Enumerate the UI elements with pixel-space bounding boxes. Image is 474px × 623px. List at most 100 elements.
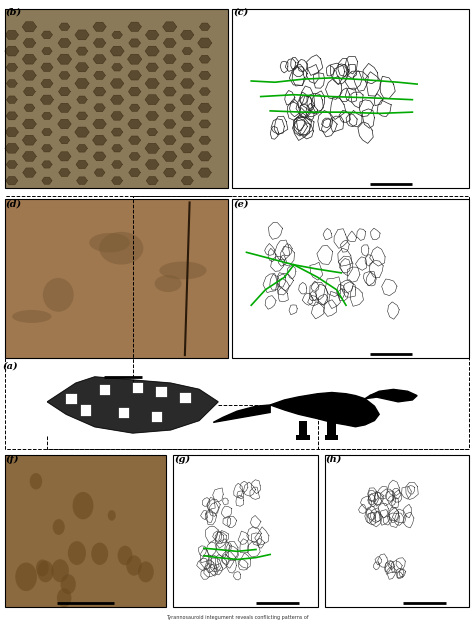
Polygon shape: [129, 39, 140, 47]
Polygon shape: [22, 54, 36, 64]
Ellipse shape: [155, 275, 182, 292]
Polygon shape: [40, 95, 54, 104]
Circle shape: [126, 555, 142, 576]
Polygon shape: [181, 78, 194, 88]
Polygon shape: [164, 120, 176, 128]
Polygon shape: [164, 136, 176, 145]
Bar: [118, 407, 129, 418]
Polygon shape: [110, 46, 124, 56]
Polygon shape: [75, 78, 89, 88]
Ellipse shape: [89, 233, 130, 252]
Bar: [155, 386, 167, 397]
Bar: [5, 455, 166, 607]
Polygon shape: [163, 39, 176, 47]
Text: (h): (h): [326, 455, 342, 464]
Circle shape: [37, 561, 54, 583]
Polygon shape: [75, 30, 89, 40]
Polygon shape: [111, 112, 123, 120]
Bar: [232, 9, 469, 188]
Circle shape: [138, 561, 154, 583]
Text: (e): (e): [233, 199, 249, 208]
Polygon shape: [181, 63, 193, 72]
Polygon shape: [59, 136, 70, 144]
Polygon shape: [112, 161, 122, 168]
Bar: [5, 9, 228, 188]
Polygon shape: [145, 78, 159, 88]
Bar: [5, 455, 166, 607]
Polygon shape: [58, 87, 71, 96]
Polygon shape: [58, 39, 71, 47]
Polygon shape: [5, 143, 19, 153]
Polygon shape: [75, 63, 89, 72]
Polygon shape: [59, 72, 70, 79]
Polygon shape: [6, 112, 18, 120]
Polygon shape: [6, 64, 18, 71]
Polygon shape: [365, 392, 384, 399]
Circle shape: [61, 574, 76, 594]
Polygon shape: [94, 104, 105, 112]
Polygon shape: [42, 161, 52, 168]
Polygon shape: [146, 159, 159, 169]
Polygon shape: [92, 135, 107, 145]
Polygon shape: [181, 31, 194, 39]
Circle shape: [118, 546, 132, 565]
Circle shape: [30, 473, 42, 490]
Circle shape: [108, 510, 116, 521]
Polygon shape: [22, 119, 36, 129]
Polygon shape: [111, 177, 123, 184]
Polygon shape: [22, 22, 36, 32]
Circle shape: [51, 559, 69, 583]
Circle shape: [91, 543, 108, 565]
Circle shape: [53, 519, 65, 535]
Circle shape: [36, 559, 49, 576]
Polygon shape: [7, 80, 17, 87]
Polygon shape: [199, 120, 210, 128]
Polygon shape: [145, 143, 159, 153]
Polygon shape: [42, 112, 52, 120]
Polygon shape: [59, 169, 70, 176]
Bar: [5, 9, 228, 188]
Bar: [179, 392, 191, 403]
Bar: [173, 455, 318, 607]
Polygon shape: [198, 103, 211, 112]
Polygon shape: [370, 389, 417, 402]
Polygon shape: [199, 136, 210, 144]
Polygon shape: [110, 95, 124, 104]
Polygon shape: [6, 176, 18, 185]
Bar: [99, 384, 110, 395]
Text: Tyrannosauroid integument reveals conflicting patterns of: Tyrannosauroid integument reveals confli…: [166, 615, 308, 620]
Polygon shape: [7, 96, 17, 103]
Polygon shape: [128, 87, 141, 96]
Polygon shape: [146, 112, 158, 120]
Polygon shape: [58, 119, 71, 129]
Ellipse shape: [159, 262, 207, 279]
Polygon shape: [22, 135, 36, 145]
Text: (f): (f): [6, 455, 19, 464]
Bar: [232, 199, 469, 358]
Polygon shape: [93, 87, 106, 96]
Polygon shape: [93, 120, 106, 128]
Polygon shape: [145, 46, 159, 56]
Polygon shape: [163, 22, 177, 32]
Polygon shape: [93, 55, 106, 64]
Polygon shape: [42, 177, 52, 184]
Polygon shape: [94, 71, 105, 80]
Bar: [325, 435, 338, 440]
Polygon shape: [76, 112, 88, 120]
Polygon shape: [41, 79, 53, 88]
Polygon shape: [42, 128, 52, 136]
Polygon shape: [164, 55, 176, 64]
Bar: [299, 421, 307, 439]
Polygon shape: [128, 119, 141, 129]
Bar: [327, 421, 336, 439]
Circle shape: [68, 541, 86, 565]
Polygon shape: [5, 31, 18, 39]
Polygon shape: [181, 144, 194, 153]
Polygon shape: [182, 47, 192, 55]
Polygon shape: [164, 168, 176, 177]
Ellipse shape: [43, 278, 74, 312]
Polygon shape: [213, 405, 270, 422]
Polygon shape: [147, 128, 157, 136]
Bar: [151, 411, 162, 422]
Bar: [325, 455, 469, 607]
